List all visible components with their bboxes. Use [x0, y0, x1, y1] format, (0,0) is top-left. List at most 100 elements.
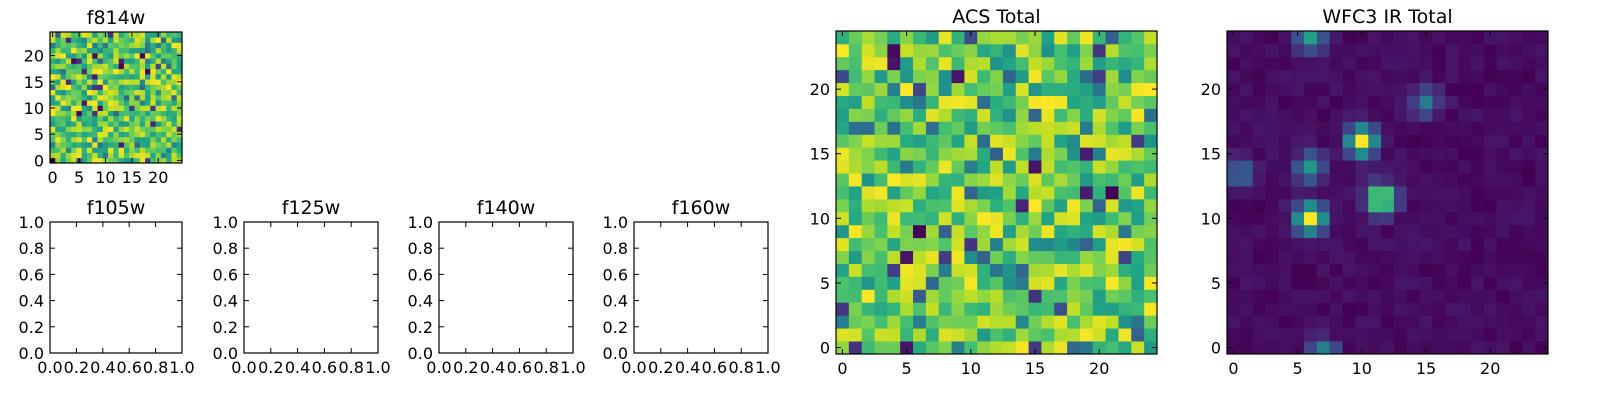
heatmap-cell [86, 115, 93, 122]
heatmap-cell [155, 47, 162, 54]
heatmap-cell [1381, 276, 1395, 290]
heatmap-cell [1535, 134, 1549, 148]
heatmap-cell [81, 84, 88, 91]
heatmap-cell [887, 56, 901, 71]
heatmap-cell [938, 134, 952, 148]
heatmap-cell [925, 82, 940, 96]
heatmap-cell [1015, 224, 1029, 239]
heatmap-cell [166, 152, 172, 159]
heatmap-cell [1509, 43, 1523, 58]
heatmap-cell [92, 142, 98, 148]
heatmap-cell [848, 82, 863, 96]
heatmap-cell [1393, 147, 1408, 161]
heatmap-cell [1342, 186, 1356, 200]
heatmap-cell [1015, 173, 1029, 187]
heatmap-cell [1329, 186, 1343, 200]
heatmap-cell [108, 126, 114, 132]
y-tick-label: 1.0 [408, 213, 433, 232]
heatmap-cell [102, 152, 109, 159]
heatmap-cell [71, 79, 77, 85]
heatmap-cell [1368, 56, 1382, 71]
heatmap-cell [60, 32, 67, 38]
heatmap-cell [887, 31, 901, 45]
heatmap-cell [1470, 134, 1485, 148]
heatmap-cell [1144, 224, 1158, 239]
heatmap-cell [171, 79, 178, 85]
heatmap-cell [129, 42, 135, 49]
heatmap-cell [874, 121, 888, 135]
heatmap-cell [1079, 315, 1094, 329]
heatmap-cell [166, 110, 172, 117]
heatmap-cell [964, 56, 978, 71]
heatmap-cell [134, 79, 141, 85]
heatmap-cell [874, 289, 888, 303]
heatmap-cell [160, 52, 167, 59]
heatmap-cell [874, 186, 888, 200]
heatmap-cell [1041, 250, 1055, 264]
heatmap-cell [1535, 211, 1549, 226]
heatmap-cell [1079, 43, 1094, 58]
heatmap-cell [1393, 263, 1408, 277]
heatmap-cell [118, 115, 125, 122]
heatmap-cell [1535, 224, 1549, 239]
heatmap-cell [1291, 173, 1305, 187]
heatmap-cell [113, 73, 120, 80]
heatmap-cell [1470, 263, 1485, 277]
y-tick-label: 0.2 [408, 318, 433, 337]
heatmap-cell [990, 237, 1004, 252]
heatmap-cell [160, 37, 167, 43]
heatmap-cell [964, 250, 978, 264]
heatmap-cell [81, 79, 88, 85]
heatmap-cell [1406, 211, 1420, 226]
heatmap-cell [97, 89, 104, 96]
heatmap-cell [1470, 95, 1485, 109]
heatmap-cell [118, 121, 125, 127]
heatmap-cell [836, 224, 850, 239]
heatmap-cell [1131, 186, 1145, 200]
heatmap-cell [1278, 263, 1292, 277]
heatmap-cell [1028, 250, 1042, 264]
heatmap-cell [1291, 250, 1305, 264]
heatmap-cell [1393, 134, 1408, 148]
heatmap-cell [1304, 224, 1318, 239]
acs-total-frame [835, 30, 1158, 355]
heatmap-cell [1304, 134, 1318, 148]
heatmap-cell [139, 131, 146, 138]
heatmap-cell [1419, 186, 1433, 200]
heatmap-cell [50, 68, 56, 75]
heatmap-cell [1131, 108, 1145, 122]
heatmap-cell [1092, 95, 1107, 109]
heatmap-cell [925, 237, 940, 252]
heatmap-cell [86, 121, 93, 127]
heatmap-cell [1316, 160, 1331, 174]
heatmap-cell [1535, 108, 1549, 122]
heatmap-cell [55, 147, 61, 153]
heatmap-cell [1227, 224, 1241, 239]
heatmap-cell [1458, 263, 1472, 277]
y-tick-label: 5 [820, 274, 830, 293]
heatmap-cell [129, 152, 135, 159]
heatmap-cell [1067, 302, 1081, 316]
heatmap-cell [848, 160, 863, 174]
heatmap-cell [1381, 121, 1395, 135]
y-tick-label: 10 [24, 99, 44, 118]
heatmap-cell [1028, 328, 1042, 342]
heatmap-cell [964, 108, 978, 122]
heatmap-cell [1368, 69, 1382, 84]
heatmap-cell [145, 115, 151, 122]
heatmap-cell [938, 56, 952, 71]
heatmap-cell [1509, 173, 1523, 187]
heatmap-cell [55, 110, 61, 117]
heatmap-cell [1079, 56, 1094, 71]
heatmap-cell [1092, 250, 1107, 264]
heatmap-cell [848, 186, 863, 200]
heatmap-cell [1342, 108, 1356, 122]
heatmap-cell [1304, 160, 1318, 174]
heatmap-cell [951, 237, 965, 252]
heatmap-cell [1227, 276, 1241, 290]
heatmap-cell [1002, 198, 1017, 213]
heatmap-cell [118, 89, 125, 96]
heatmap-cell [1329, 328, 1343, 342]
heatmap-cell [102, 84, 109, 91]
heatmap-cell [76, 84, 83, 91]
